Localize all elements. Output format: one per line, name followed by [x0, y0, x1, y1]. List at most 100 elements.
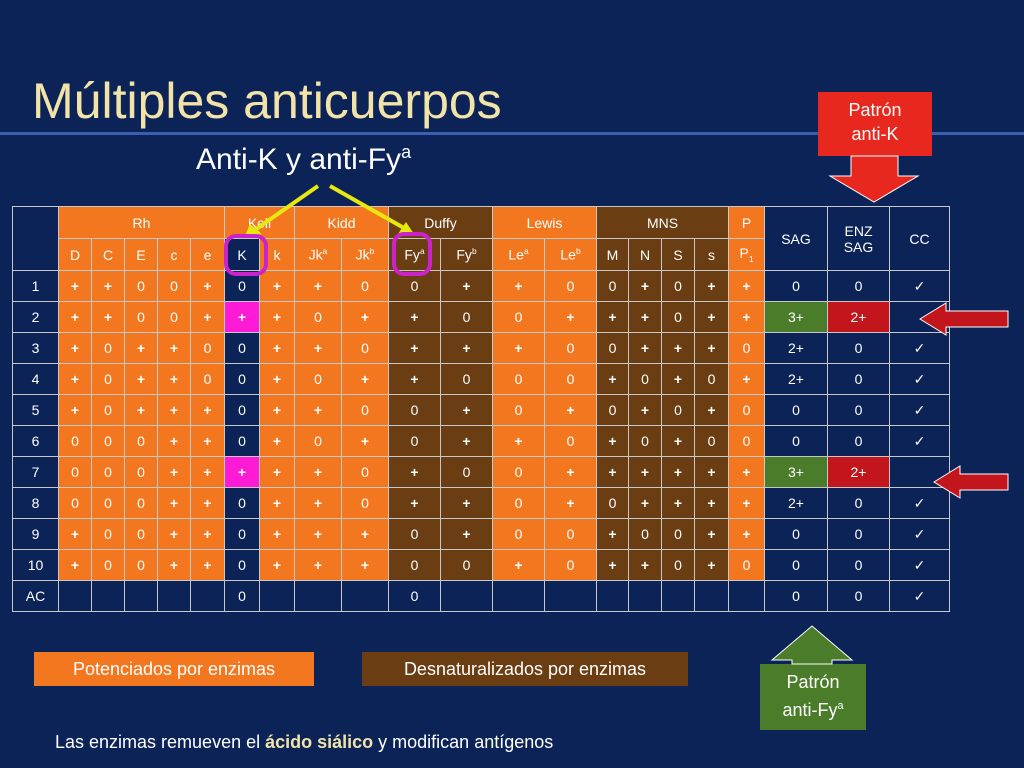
cell-value: +	[661, 487, 695, 519]
table-row: AC 0 0 0 0 ✓	[12, 580, 950, 612]
cell-value: 0	[224, 363, 260, 395]
table-row: 9 +0 0 + +0 + + +0 +0 0 +0 0 + +0 0 ✓	[12, 518, 950, 550]
cell-value: 0	[224, 394, 260, 426]
cell-value: +	[440, 332, 493, 364]
cell-value: 0	[91, 487, 125, 519]
cell-value: +	[544, 301, 597, 333]
cell-value: +	[628, 456, 662, 488]
cell-id: 6	[12, 425, 59, 457]
antigen-superscript: b	[575, 246, 581, 257]
cell-enz: 0	[827, 332, 890, 364]
cell-value: +	[628, 301, 662, 333]
cell-value	[157, 580, 191, 612]
group-header-p: P	[728, 206, 765, 239]
cell-value: +	[190, 394, 225, 426]
cell-value: 0	[91, 332, 125, 364]
cell-value: +	[294, 270, 342, 302]
cell-value: 0	[190, 363, 225, 395]
antigen-header: Jka	[294, 238, 342, 271]
table-row: 3 +0 + +0 0 + +0 + + +0 0 + + +0 2+ 0 ✓	[12, 332, 950, 364]
cell-value: +	[58, 270, 92, 302]
cell-value	[492, 580, 545, 612]
cell-value: 0	[224, 425, 260, 457]
cell-value: +	[388, 363, 441, 395]
cell-value: +	[596, 301, 629, 333]
antigen-header: P1	[728, 238, 765, 271]
cell-value: +	[596, 456, 629, 488]
slide-title: Múltiples anticuerpos	[32, 73, 502, 129]
cell-id: 1	[12, 270, 59, 302]
cell-value: +	[259, 270, 295, 302]
cell-value: +	[728, 456, 765, 488]
callout-anti-fya-pattern: Patrón anti-Fya	[760, 664, 866, 730]
cell-value: 0	[661, 549, 695, 581]
cell-value: +	[157, 549, 191, 581]
cell-cc: ✓	[889, 518, 950, 550]
callout-k-arrow	[828, 155, 920, 203]
cell-enz: 0	[827, 580, 890, 612]
cell-id: 4	[12, 363, 59, 395]
antigen-header: Lea	[492, 238, 545, 271]
cell-value: 0	[628, 363, 662, 395]
cell-id: 9	[12, 518, 59, 550]
cell-value: 0	[544, 332, 597, 364]
cell-value: +	[259, 425, 295, 457]
header-row-groups: Rh Kell Kidd Duffy Lewis MNS P SAG ENZ SAG CC	[12, 206, 950, 271]
cell-value: 0	[224, 270, 260, 302]
cell-value: 0	[492, 363, 545, 395]
cell-sag: 0	[764, 394, 828, 426]
antigen-label: K	[237, 246, 247, 263]
cell-value	[596, 580, 629, 612]
cell-value: +	[628, 487, 662, 519]
cell-value: 0	[224, 518, 260, 550]
cell-value: +	[728, 487, 765, 519]
cell-value	[341, 580, 389, 612]
cell-value: +	[58, 301, 92, 333]
legend-enhanced-by-enzymes: Potenciados por enzimas	[34, 652, 314, 686]
antigen-label: Le	[560, 246, 576, 263]
cell-value: +	[224, 301, 260, 333]
subtitle-text: Anti-K y anti-Fy	[196, 143, 402, 176]
antigen-label: N	[639, 246, 651, 263]
antigen-header: M	[596, 238, 629, 271]
antigen-superscript: b	[369, 246, 375, 257]
cell-value	[294, 580, 342, 612]
callout-fya-text: anti-Fy	[782, 700, 838, 720]
antigen-header: s	[694, 238, 729, 271]
cell-sag: 2+	[764, 363, 828, 395]
cell-value: 0	[58, 456, 92, 488]
cell-value: 0	[124, 456, 158, 488]
table-row: 10 +0 0 + +0 + + +0 0 +0 + +0 +0 0 0 ✓	[12, 549, 950, 581]
cell-enz: 0	[827, 518, 890, 550]
cell-sag: 0	[764, 270, 828, 302]
cell-value: +	[492, 270, 545, 302]
cell-value: 0	[124, 425, 158, 457]
antigen-label: Le	[508, 246, 524, 263]
cell-value: 0	[544, 270, 597, 302]
legend-denatured-by-enzymes: Desnaturalizados por enzimas	[362, 652, 688, 686]
cell-enz: 0	[827, 270, 890, 302]
group-header-kidd: Kidd	[294, 206, 389, 239]
cell-value: 0	[628, 425, 662, 457]
cell-value	[124, 580, 158, 612]
cell-value: +	[628, 549, 662, 581]
cell-value: 0	[661, 270, 695, 302]
cell-value: 0	[341, 487, 389, 519]
callout-fya-line2: anti-Fya	[760, 694, 866, 722]
footer-text-start: Las enzimas remueven el	[55, 732, 266, 752]
cell-value: 0	[492, 487, 545, 519]
cell-value	[694, 580, 729, 612]
cell-sag: 0	[764, 425, 828, 457]
cell-value: 0	[440, 456, 493, 488]
antigen-label: Fy	[404, 246, 420, 263]
antigen-label: S	[673, 246, 683, 263]
cell-enz: 2+	[827, 301, 890, 333]
cell-value: +	[157, 487, 191, 519]
cell-cc	[889, 456, 950, 488]
cell-cc	[889, 301, 950, 333]
cell-value: 0	[492, 301, 545, 333]
cell-value: +	[58, 332, 92, 364]
cell-value	[728, 580, 765, 612]
table-row: 7 0 0 0 + + + + +0 +0 0 + + + + + +3+ 2+	[12, 456, 950, 488]
cell-value: +	[58, 394, 92, 426]
